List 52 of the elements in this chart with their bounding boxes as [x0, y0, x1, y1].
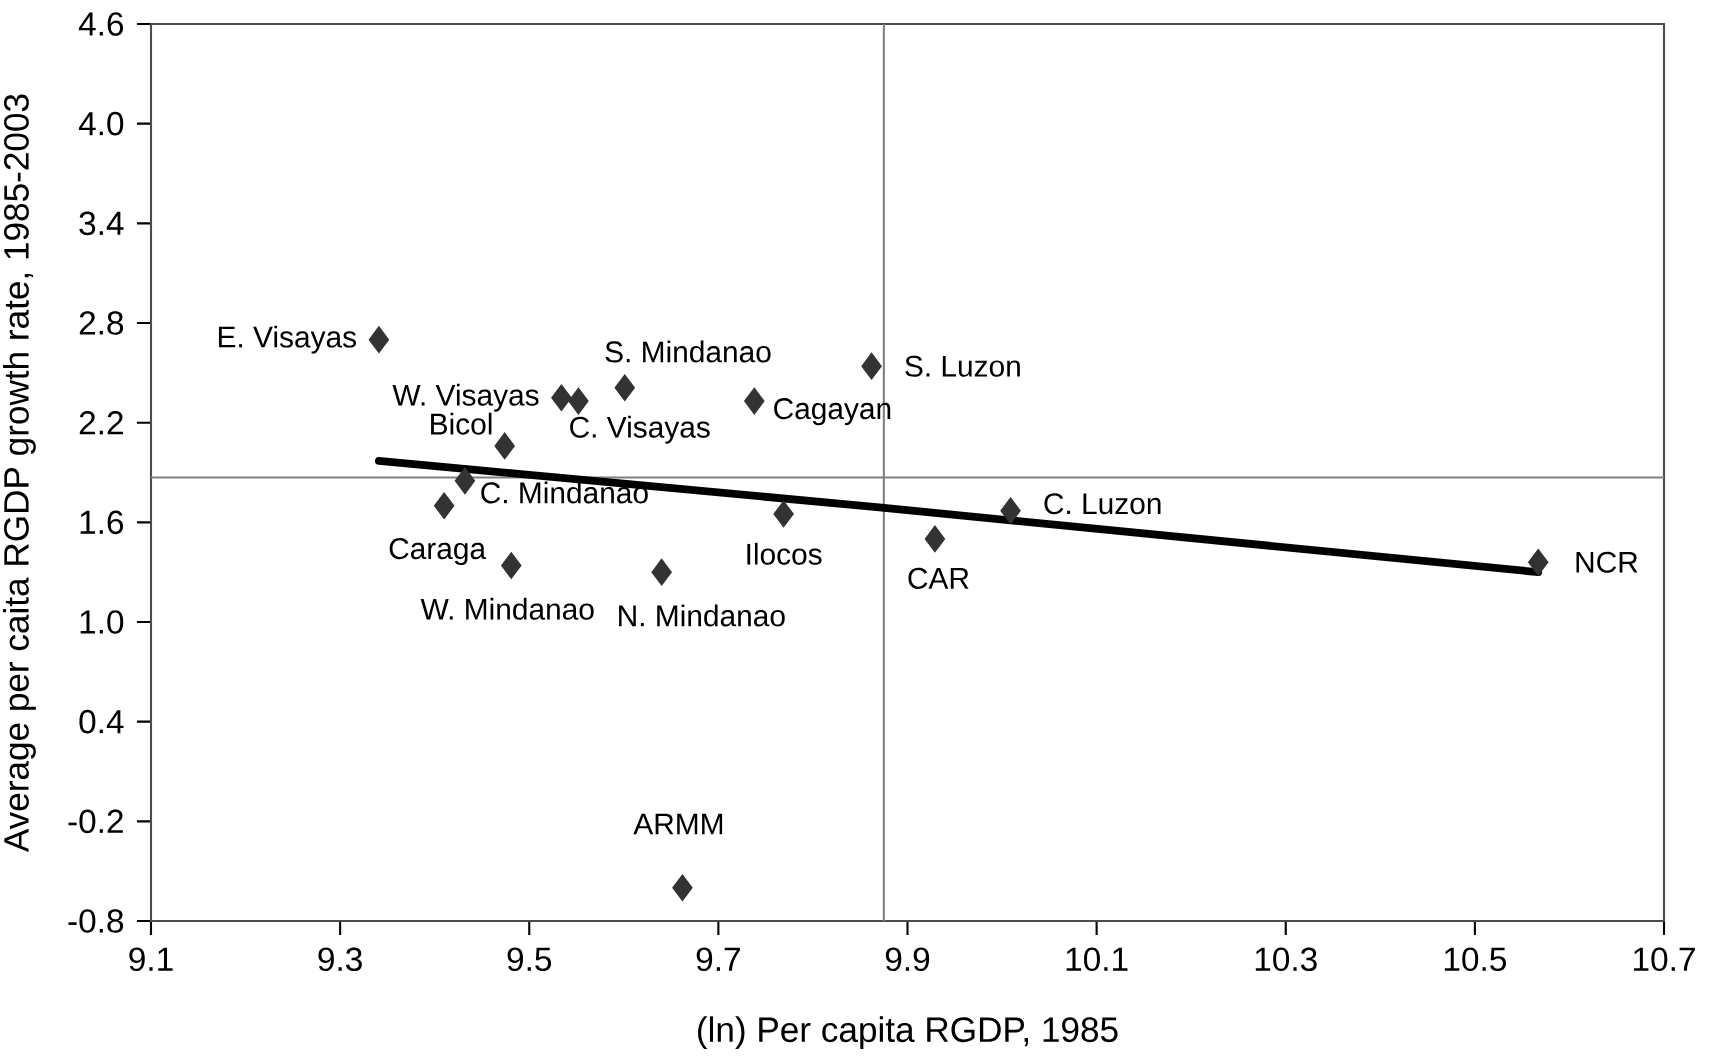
y-tick-label: 2.8: [79, 311, 124, 335]
y-tick-label: 0.4: [79, 709, 124, 734]
annotation: C. Visayas: [570, 415, 710, 444]
point: [494, 432, 515, 460]
point: [614, 374, 635, 402]
point: [501, 552, 522, 579]
point: [672, 874, 693, 902]
x-tick-label: 10.1: [1066, 947, 1128, 972]
y-tick-label: 2.2: [79, 411, 123, 435]
y-tick-label: -0.2: [68, 809, 123, 834]
y-tick-label: 1.6: [80, 510, 124, 535]
point: [454, 467, 476, 495]
point: [568, 387, 589, 415]
y-tick-label: -0.8: [68, 909, 124, 933]
point: [368, 326, 390, 353]
annotation: W. Mindanao: [420, 597, 594, 620]
point: [433, 492, 455, 520]
annotation: C. Luzon: [1044, 493, 1161, 515]
y-axis-title: Average per caita RGDP growth rate, 1985-2003: [3, 94, 36, 853]
point: [924, 525, 946, 553]
x-tick-label: 9.5: [507, 947, 552, 972]
x-tick-label: 9.7: [696, 947, 740, 972]
annotation: NCR: [1576, 551, 1638, 573]
annotation: CAR: [908, 567, 969, 589]
point: [651, 558, 672, 586]
y-tick-label: 3.4: [79, 211, 124, 236]
point: [1000, 497, 1021, 525]
annotation: Bicol: [431, 412, 492, 435]
x-tick-label: 10.5: [1444, 947, 1506, 972]
x-axis-title: (ln) Per capita RGDP, 1985: [698, 1016, 1118, 1050]
y-tick-label: 1.0: [80, 610, 124, 634]
annotation: Cagayan: [774, 398, 891, 426]
point: [861, 352, 882, 380]
point: [551, 384, 572, 412]
point: [1528, 548, 1549, 576]
point: [773, 500, 794, 528]
y-tick-label: 4.0: [78, 111, 124, 136]
x-tick-label: 10.3: [1255, 947, 1317, 972]
annotation: Caraga: [389, 538, 487, 566]
x-tick-label: 10.7: [1634, 947, 1695, 972]
annotation: S. Luzon: [905, 355, 1020, 377]
annotation: ARMM: [633, 813, 723, 835]
point: [744, 387, 765, 415]
y-tick-label: 4.6: [78, 12, 124, 36]
x-tick-label: 9.1: [129, 947, 173, 972]
annotation: S. Mindanao: [605, 340, 771, 363]
annotation: W. Visayas: [392, 383, 539, 412]
x-tick-label: 9.3: [318, 947, 362, 972]
x-tick-label: 9.9: [885, 947, 930, 972]
annotation: N. Mindanao: [619, 604, 785, 627]
annotation: E. Visayas: [218, 325, 356, 354]
annotation: Ilocos: [747, 542, 822, 565]
